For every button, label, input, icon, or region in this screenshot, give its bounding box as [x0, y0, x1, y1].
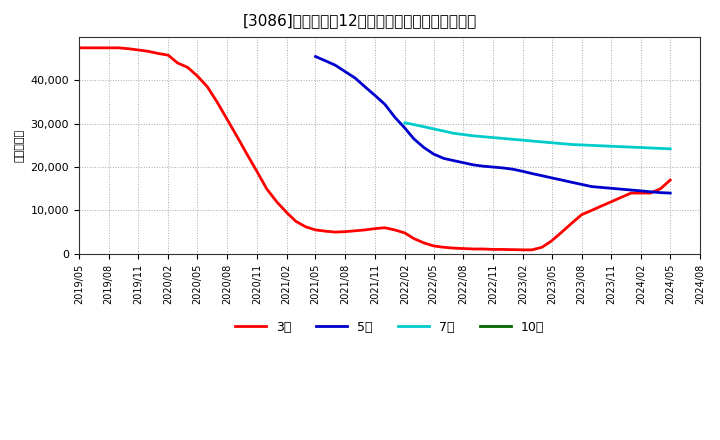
Text: [3086]　経常利益12か月移動合計の平均値の推移: [3086] 経常利益12か月移動合計の平均値の推移	[243, 13, 477, 28]
Legend: 3年, 5年, 7年, 10年: 3年, 5年, 7年, 10年	[230, 315, 549, 338]
Y-axis label: （百万円）: （百万円）	[15, 129, 25, 162]
